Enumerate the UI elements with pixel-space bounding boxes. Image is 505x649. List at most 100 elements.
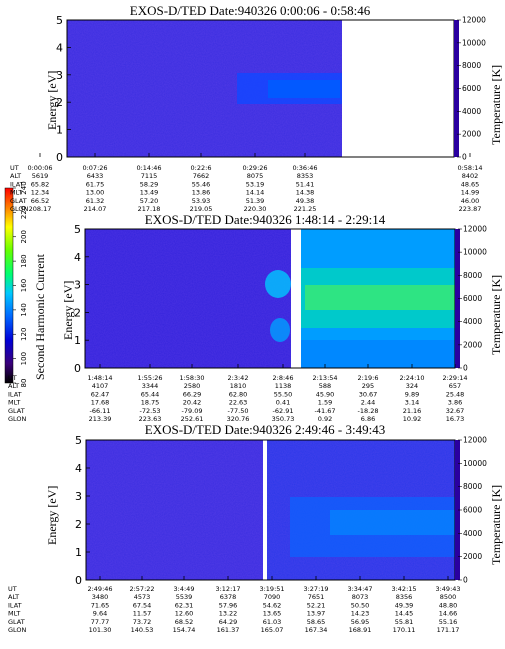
panel-1-row-label: GLAT	[10, 197, 27, 205]
colorbar-tick-label: 100	[20, 352, 28, 365]
panel-2-y2tick-label: 2000	[463, 340, 482, 349]
panel-2-cell: 10.92	[403, 415, 422, 423]
panel-2-cell: 2:19:6	[358, 374, 379, 382]
panel-1-cell: 221.25	[294, 205, 317, 213]
panel-2-row-label: MLT	[8, 399, 20, 407]
panel-2-row-label: GLON	[8, 415, 27, 423]
panel-2-cell: 0.41	[276, 399, 290, 407]
panel-2: EXOS-D/TED Date:940326 1:48:14 - 2:29:14…	[8, 212, 503, 423]
panel-1-row-label: ILAT	[10, 180, 24, 188]
panel-3-y2tick-label: 6000	[463, 506, 482, 515]
panel-2-cell: 0.92	[318, 415, 332, 423]
panel-1-cell: 223.87	[459, 205, 482, 213]
colorbar-tick-label: 120	[20, 328, 28, 341]
panel-3-cell: 167.34	[305, 626, 328, 634]
panel-3-row-label: MLT	[8, 610, 20, 618]
panel-3-cell: 154.74	[173, 626, 196, 634]
panel-1-cell: 13.86	[192, 189, 211, 197]
panel-3-cell: 57.96	[219, 601, 238, 609]
panel-2-cell: 2:8:46	[273, 374, 294, 382]
panel-2-cell: 320.76	[227, 415, 250, 423]
colorbar-tick-label: 160	[20, 279, 28, 292]
panel-3-cell: 6378	[220, 593, 237, 601]
panel-1-cell: 46.00	[461, 197, 480, 205]
panel-2-cell: 6.86	[361, 415, 375, 423]
panel-3-cell: 2:57:22	[129, 585, 154, 593]
panel-2-cell: 2580	[184, 382, 201, 390]
panel-3-cell: 171.17	[437, 626, 460, 634]
panel-2-y2tick-label: 10000	[463, 248, 487, 257]
panel-2-row-label: ALT	[8, 382, 19, 390]
panel-3-cell: 13.22	[219, 610, 238, 618]
panel-2-row-label: GLAT	[8, 407, 25, 415]
panel-3-cell: 13.65	[263, 610, 282, 618]
panel-3-cell: 61.03	[263, 618, 282, 626]
panel-1-y2tick-label: 12000	[462, 16, 486, 25]
panel-2-cell: 3.86	[448, 399, 462, 407]
panel-1-ytick-label: 0	[56, 151, 63, 164]
panel-1-cell: 8402	[462, 172, 479, 180]
panel-2-enhancement-lower	[270, 318, 290, 342]
panel-1-ytick-label: 1	[56, 124, 63, 137]
panel-1-cell: 13.49	[140, 189, 159, 197]
panel-1-y2tick-label: 8000	[462, 61, 481, 70]
panel-1-cell: 48.65	[461, 180, 480, 188]
panel-1-cell: 58.29	[140, 180, 159, 188]
panel-3-cell: 52.21	[307, 601, 326, 609]
panel-3-cell: 101.30	[89, 626, 112, 634]
panel-3-cell: 55.81	[395, 618, 414, 626]
panel-1-ytick-label: 5	[56, 14, 63, 27]
panel-2-cell: 588	[319, 382, 331, 390]
panel-2-right-band-4	[301, 340, 455, 368]
panel-3-left-noise	[86, 440, 263, 580]
panel-2-y2tick-label: 4000	[463, 317, 482, 326]
panel-3-cell: 54.62	[263, 601, 282, 609]
panel-1-cell: 13.00	[86, 189, 105, 197]
panel-2-cell: 2.44	[361, 399, 375, 407]
panel-3-row-label: ILAT	[8, 601, 22, 609]
panel-2-cell: 1810	[230, 382, 247, 390]
panel-2-y2tick-label: 12000	[463, 225, 487, 234]
panel-3-ytick-label: 1	[75, 546, 82, 559]
panel-3-cell: 8500	[440, 593, 457, 601]
panel-2-cell: 25.48	[446, 390, 465, 398]
panel-2-cell: 324	[406, 382, 418, 390]
panel-3-gap	[263, 440, 267, 580]
panel-1-cell: 14.99	[461, 189, 480, 197]
panel-2-cell: 9.89	[405, 390, 419, 398]
panel-3-cell: 140.53	[131, 626, 154, 634]
panel-2-cell: 1138	[275, 382, 292, 390]
panel-1-cell: 220.30	[244, 205, 267, 213]
panel-3-right-band-core	[330, 510, 455, 535]
panel-1-cell: 65.82	[31, 180, 50, 188]
panel-3-y2tick-label: 0	[463, 576, 468, 585]
panel-2-cell: -18.28	[358, 407, 379, 415]
panel-3-y2label: Temperature [K]	[489, 485, 503, 565]
panel-1-cell: 0:58:14	[457, 164, 482, 172]
panel-2-ytick-label: 4	[74, 251, 81, 264]
panel-1-ylabel: Energy [eV]	[45, 71, 59, 130]
colorbar-tick-label: 220	[20, 206, 28, 219]
panel-1-cell: 208.17	[29, 205, 52, 213]
panel-3-ytick-label: 3	[75, 490, 82, 503]
panel-2-enhancement-upper	[265, 270, 291, 298]
panel-2-y2tick-label: 8000	[463, 271, 482, 280]
panel-3-cell: 62.31	[175, 601, 194, 609]
panel-3-cell: 14.45	[395, 610, 414, 618]
panel-1-cell: 57.20	[140, 197, 159, 205]
panel-2-cell: 3.14	[405, 399, 419, 407]
panel-1: EXOS-D/TED Date:940326 0:00:06 - 0:58:46…	[10, 3, 503, 213]
panel-2-cell: -66.11	[90, 407, 111, 415]
panel-2-cell: 16.73	[446, 415, 465, 423]
panel-2-ytick-label: 3	[74, 279, 81, 292]
panel-2-ytick-label: 5	[74, 223, 81, 236]
panel-1-ytick-label: 3	[56, 69, 63, 82]
panel-1-cell: 61.75	[86, 180, 105, 188]
panel-1-enhanced-band-core	[268, 80, 340, 98]
panel-3-cell: 77.77	[91, 618, 110, 626]
panel-2-cell: 2:13:54	[312, 374, 337, 382]
colorbar-tick-label: 140	[20, 303, 28, 316]
panel-3-cell: 3:12:17	[215, 585, 240, 593]
panel-3-cell: 58.65	[307, 618, 326, 626]
panel-2-cell: 20.42	[183, 399, 202, 407]
